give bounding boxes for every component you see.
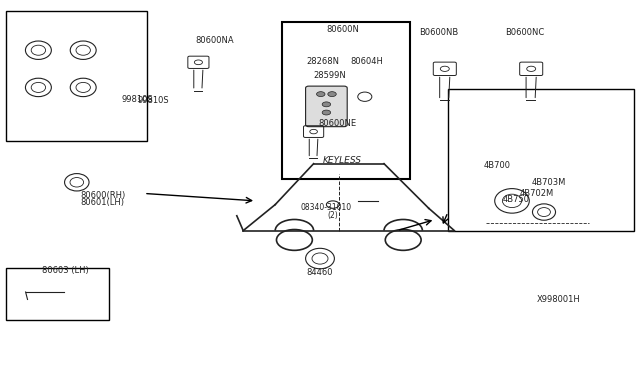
Text: 4B700: 4B700	[483, 161, 510, 170]
Text: 80600NA: 80600NA	[195, 36, 234, 45]
Text: 4B702M: 4B702M	[520, 189, 554, 198]
Circle shape	[322, 110, 331, 115]
Text: 80600N: 80600N	[326, 25, 359, 33]
Text: (2): (2)	[328, 211, 338, 219]
Circle shape	[328, 92, 336, 97]
Text: 4B703M: 4B703M	[531, 178, 566, 187]
FancyArrowPatch shape	[449, 77, 450, 98]
Text: 80604H: 80604H	[351, 57, 383, 66]
Text: B0600NB: B0600NB	[419, 28, 458, 37]
Text: B0600NC: B0600NC	[505, 28, 545, 37]
Text: 28268N: 28268N	[306, 57, 339, 66]
Bar	[448, 89, 634, 231]
FancyArrowPatch shape	[535, 77, 536, 98]
Bar	[6, 11, 147, 141]
Text: 80600NE: 80600NE	[319, 119, 357, 128]
Bar	[282, 22, 410, 179]
Text: KEYLESS: KEYLESS	[323, 156, 362, 165]
FancyArrowPatch shape	[317, 139, 318, 156]
Text: 99810S: 99810S	[138, 96, 169, 105]
Text: X998001H: X998001H	[536, 295, 580, 304]
FancyBboxPatch shape	[306, 86, 347, 127]
Text: 80601(LH): 80601(LH)	[80, 198, 124, 207]
Text: 4B750: 4B750	[502, 195, 529, 204]
Text: 08340-31010: 08340-31010	[301, 203, 352, 212]
Bar	[6, 268, 109, 320]
Text: 99810S: 99810S	[122, 95, 154, 104]
Circle shape	[322, 102, 331, 107]
Text: 80603 (LH): 80603 (LH)	[42, 266, 88, 275]
Text: 28599N: 28599N	[314, 71, 346, 80]
Text: 84460: 84460	[307, 268, 333, 277]
Text: 80600(RH): 80600(RH)	[80, 191, 125, 200]
Circle shape	[317, 92, 325, 97]
FancyArrowPatch shape	[202, 70, 203, 88]
